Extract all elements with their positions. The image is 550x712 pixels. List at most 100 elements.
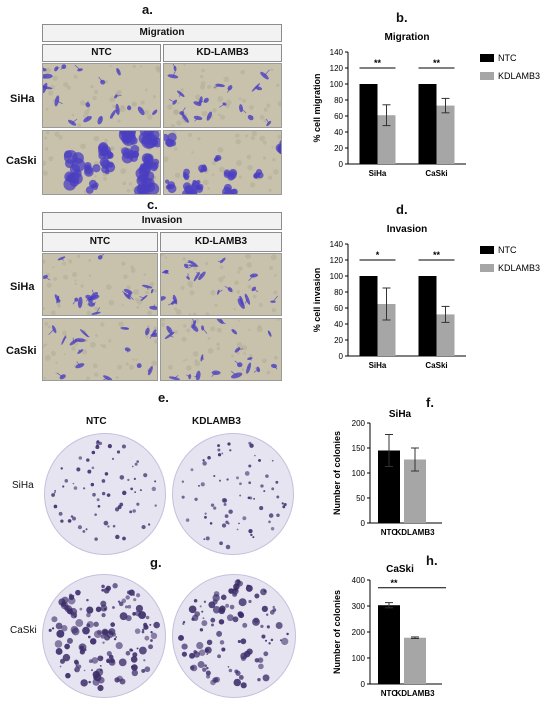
chart-title: Invasion xyxy=(387,224,428,235)
legend-swatch xyxy=(480,264,494,272)
y-tick-label: 120 xyxy=(330,64,344,73)
panel-c-col-kd: KD-LAMB3 xyxy=(160,232,282,252)
micrograph-migration-caski-ntc xyxy=(42,130,161,195)
chart-invasion: Invasion 0 20 40 60 80 100 120 140 % cell invasio… xyxy=(312,224,540,370)
micrograph-migration-caski-kd xyxy=(163,130,282,195)
panel-c-row-caski: CaSki xyxy=(6,345,37,357)
panel-c-label: c. xyxy=(147,197,158,212)
panel-a-col-kd: KD-LAMB3 xyxy=(163,44,282,62)
y-tick-label: 0 xyxy=(339,160,344,169)
colony-plate-caski-ntc xyxy=(42,574,166,698)
panel-h-label: h. xyxy=(426,553,438,568)
panel-f-label: f. xyxy=(426,395,434,410)
significance-label: ** xyxy=(374,58,382,68)
bar xyxy=(377,304,396,356)
bar xyxy=(436,314,455,356)
y-tick-label: 60 xyxy=(334,112,343,121)
y-tick-label: 0 xyxy=(339,352,344,361)
chart-title: SiHa xyxy=(389,409,412,420)
bar xyxy=(404,459,426,523)
bar xyxy=(378,605,400,684)
category-label: SiHa xyxy=(369,361,387,370)
y-tick-label: 100 xyxy=(352,654,366,663)
panel-a-title: Migration xyxy=(42,24,282,42)
y-axis-label: % cell invasion xyxy=(312,268,322,333)
y-axis-label: Number of colonies xyxy=(332,431,342,515)
legend-label: KDLAMB3 xyxy=(498,71,540,81)
panel-e-row-siha: SiHa xyxy=(12,480,34,491)
significance-label: ** xyxy=(433,58,441,68)
panel-e-label: e. xyxy=(158,390,169,405)
y-tick-label: 150 xyxy=(352,444,366,453)
y-tick-label: 80 xyxy=(334,96,343,105)
panel-d-label: d. xyxy=(396,202,408,217)
bar xyxy=(359,276,378,356)
micrograph-invasion-caski-kd xyxy=(160,318,282,381)
y-tick-label: 50 xyxy=(356,494,365,503)
y-tick-label: 0 xyxy=(361,680,366,689)
micrograph-migration-siha-ntc xyxy=(42,63,161,128)
y-tick-label: 140 xyxy=(330,48,344,57)
chart-title: CaSki xyxy=(386,564,414,575)
panel-c-row-siha: SiHa xyxy=(10,281,35,293)
bar xyxy=(436,105,455,164)
y-tick-label: 0 xyxy=(361,519,366,528)
micrograph-invasion-caski-ntc xyxy=(42,318,158,381)
y-tick-label: 400 xyxy=(352,576,366,585)
category-label: CaSki xyxy=(425,361,447,370)
chart-colonies-caski: CaSki 0 100 200 300 400 Number of colonies NTCK… xyxy=(332,564,446,698)
y-tick-label: 300 xyxy=(352,602,366,611)
legend-swatch xyxy=(480,54,494,62)
category-label: KDLAMB3 xyxy=(395,528,435,537)
y-tick-label: 200 xyxy=(352,419,366,428)
panel-c-title: Invasion xyxy=(42,212,282,230)
chart-title: Migration xyxy=(385,32,430,43)
y-axis-label: Number of colonies xyxy=(332,590,342,674)
y-tick-label: 200 xyxy=(352,628,366,637)
category-label: NTC xyxy=(381,528,398,537)
legend-swatch xyxy=(480,246,494,254)
y-tick-label: 40 xyxy=(334,320,343,329)
y-axis-label: % cell migration xyxy=(312,73,322,142)
colony-plate-caski-kd xyxy=(172,574,296,698)
y-tick-label: 20 xyxy=(334,336,343,345)
y-tick-label: 100 xyxy=(330,80,344,89)
y-tick-label: 80 xyxy=(334,288,343,297)
bar xyxy=(377,115,396,164)
panel-e-col-kd: KDLAMB3 xyxy=(192,416,241,427)
category-label: KDLAMB3 xyxy=(395,689,435,698)
panel-g-label: g. xyxy=(150,555,162,570)
micrograph-migration-siha-kd xyxy=(163,63,282,128)
y-tick-label: 20 xyxy=(334,144,343,153)
bar xyxy=(418,84,437,164)
colony-plate-siha-kd xyxy=(172,433,294,555)
chart-migration: Migration 0 20 40 60 80 100 120 140 % cell migrat… xyxy=(312,32,540,178)
y-tick-label: 60 xyxy=(334,304,343,313)
micrograph-invasion-siha-kd xyxy=(160,253,282,316)
chart-colonies-siha: SiHa 0 50 100 150 200 Number of colonies NTCKDL… xyxy=(332,409,442,537)
panel-a-col-ntc: NTC xyxy=(42,44,161,62)
panel-g-row-caski: CaSki xyxy=(10,625,37,636)
bar xyxy=(418,276,437,356)
significance-label: ** xyxy=(433,250,441,260)
y-tick-label: 120 xyxy=(330,256,344,265)
significance-label: * xyxy=(376,250,380,260)
panel-a-row-siha: SiHa xyxy=(10,93,35,105)
category-label: NTC xyxy=(381,689,398,698)
y-tick-label: 40 xyxy=(334,128,343,137)
panel-a-row-caski: CaSki xyxy=(6,155,37,167)
panel-b-label: b. xyxy=(396,10,408,25)
micrograph-invasion-siha-ntc xyxy=(42,253,158,316)
y-tick-label: 100 xyxy=(330,272,344,281)
y-tick-label: 140 xyxy=(330,240,344,249)
legend-label: KDLAMB3 xyxy=(498,263,540,273)
colony-plate-siha-ntc xyxy=(44,433,166,555)
panel-c-col-ntc: NTC xyxy=(42,232,158,252)
bar xyxy=(404,637,426,684)
panel-e-col-ntc: NTC xyxy=(86,416,107,427)
y-tick-label: 100 xyxy=(352,469,366,478)
bar xyxy=(378,450,400,523)
legend-label: NTC xyxy=(498,245,517,255)
category-label: SiHa xyxy=(369,169,387,178)
category-label: CaSki xyxy=(425,169,447,178)
